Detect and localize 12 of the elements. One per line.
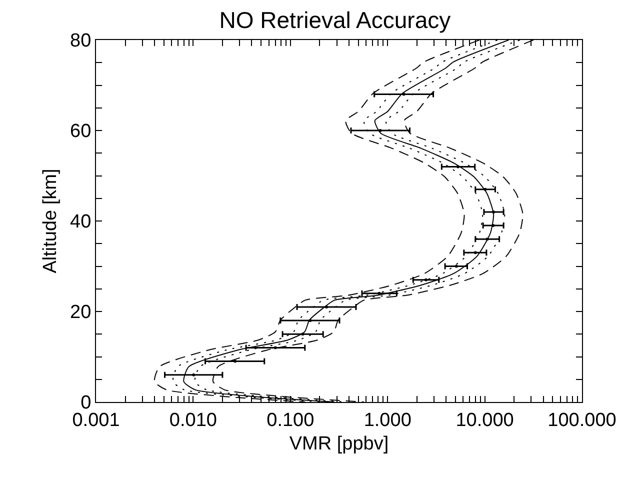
y-tick-label: 80 — [70, 30, 92, 52]
y-tick-label: 40 — [70, 212, 92, 233]
chart-title: NO Retrieval Accuracy — [219, 7, 452, 34]
x-tick-label: 0.010 — [169, 410, 217, 431]
y-tick-label: 60 — [70, 121, 92, 142]
x-axis-title: VMR [ppbv] — [289, 434, 389, 455]
x-tick-label: 10.000 — [456, 410, 514, 431]
x-tick-label: 100.000 — [548, 410, 616, 431]
x-tick-label: 1.000 — [364, 410, 412, 431]
x-tick-label: 0.100 — [266, 410, 314, 431]
y-axis-title: Altitude [km] — [40, 168, 61, 274]
y-tick-label: 20 — [70, 302, 92, 324]
